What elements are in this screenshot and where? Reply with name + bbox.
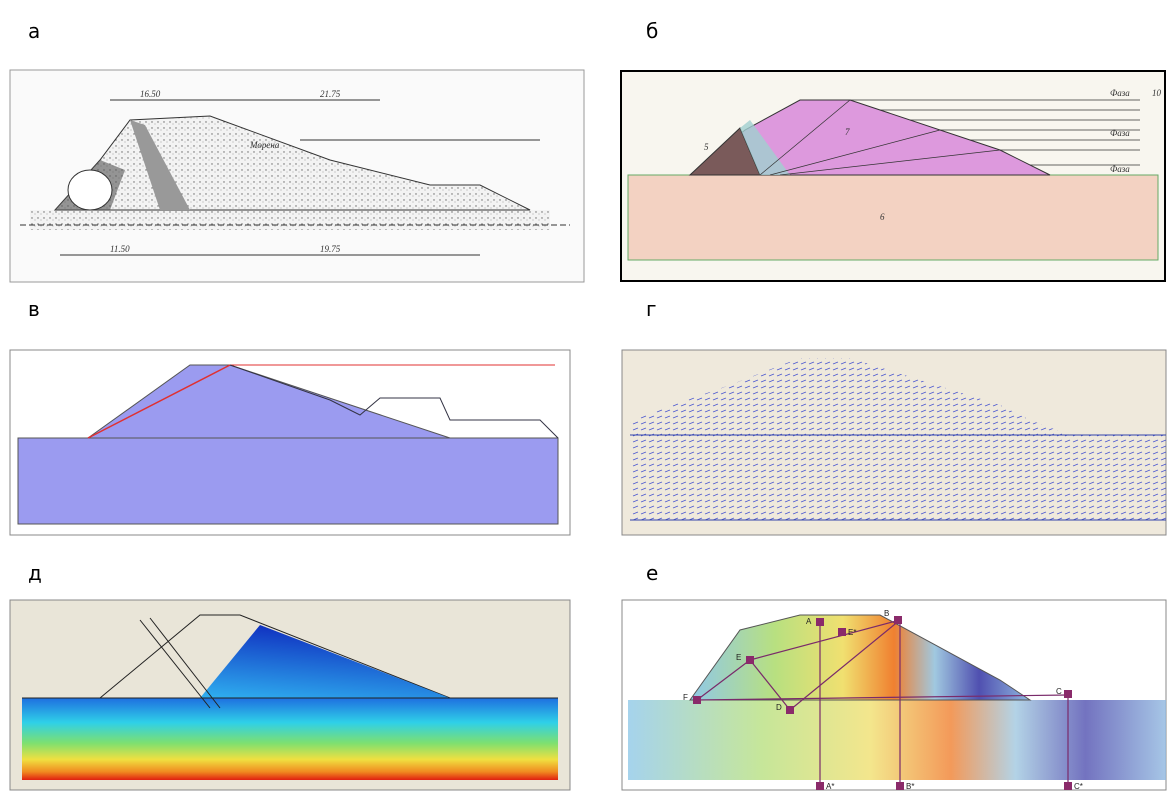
point-label: B*	[906, 782, 914, 791]
phase-label: Фаза	[1110, 88, 1130, 98]
zone-number: 7	[845, 127, 850, 137]
dimension: 21.75	[320, 89, 341, 99]
panel-d	[622, 350, 1166, 535]
dimension: 19.75	[320, 244, 341, 254]
point-label: C*	[1074, 782, 1083, 791]
panel-f: A B C D E F A* B* C* E*	[622, 600, 1166, 791]
point-label: F	[683, 693, 688, 702]
panel-label: в	[28, 297, 40, 321]
panel-label: д	[28, 561, 42, 585]
point-label: E*	[848, 628, 856, 637]
point-label: C	[1056, 687, 1062, 696]
panel-label: б	[646, 19, 658, 43]
phase-label: Фаза	[1110, 128, 1130, 138]
dimension: 11.50	[110, 244, 130, 254]
zone-number: 6	[880, 212, 885, 222]
point-label: B	[884, 609, 889, 618]
point-label: A	[806, 617, 812, 626]
phase-number: 10	[1152, 88, 1162, 98]
dimension: 16.50	[140, 89, 161, 99]
panel-label: а	[28, 19, 40, 43]
material: Морена	[249, 140, 280, 150]
panel-b: Фаза Фаза Фаза 10 5 7 6	[621, 71, 1165, 281]
point-label: E	[736, 653, 741, 662]
point-label: A*	[826, 782, 834, 791]
point-label: D	[776, 703, 782, 712]
panel-a: 16.50 21.75 Морена 11.50 19.75	[10, 70, 584, 282]
phase-label: Фаза	[1110, 164, 1130, 174]
zone-number: 5	[704, 142, 709, 152]
panel-label: г	[646, 297, 657, 321]
figure: а б в г д е 16.50 21.75 Морена 11.50 19.…	[0, 0, 1168, 804]
panel-e	[10, 600, 570, 790]
panel-label: е	[646, 561, 658, 585]
panel-c	[10, 350, 570, 535]
